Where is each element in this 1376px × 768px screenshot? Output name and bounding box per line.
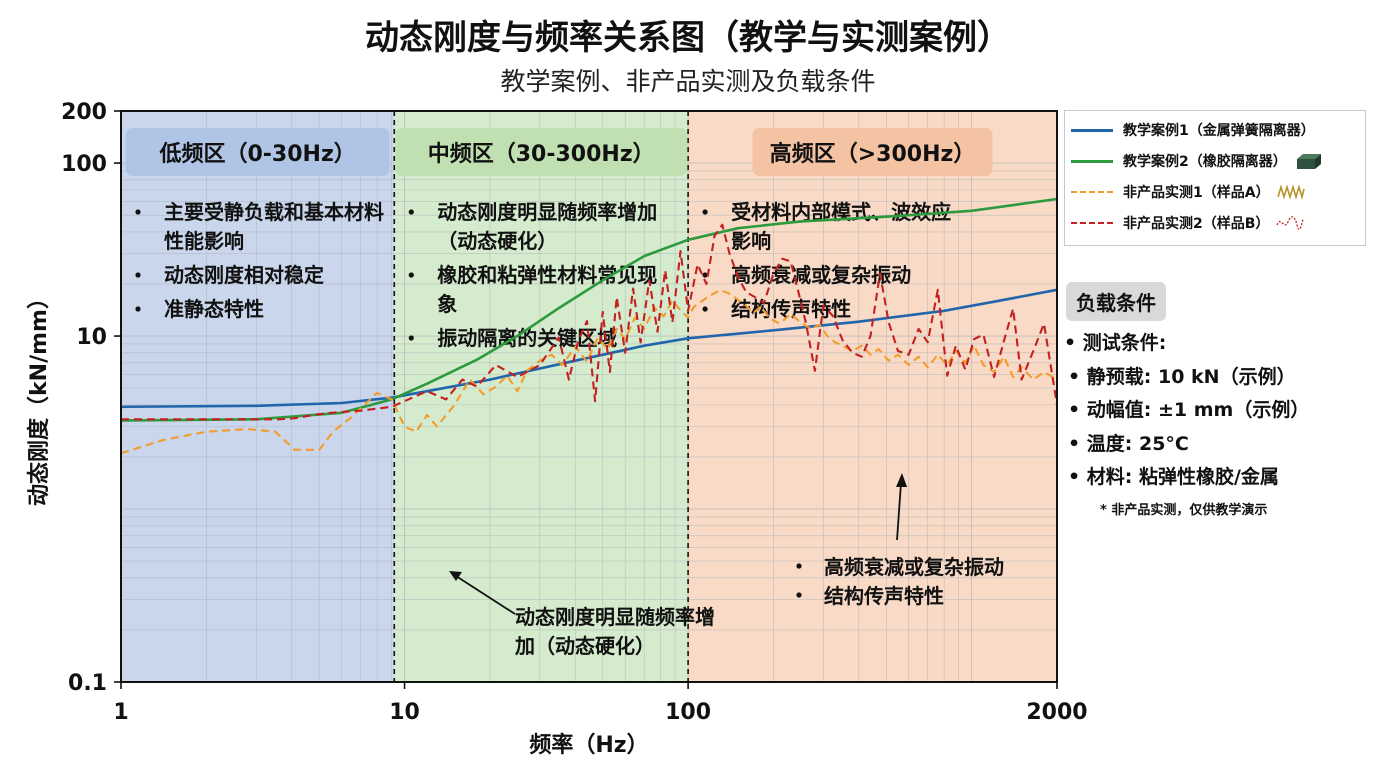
chart-subtitle: 教学案例、非产品实测及负载条件: [500, 67, 876, 96]
chart-title: 动态刚度与频率关系图（教学与实测案例）: [365, 18, 1011, 58]
bullet-dot: [135, 272, 141, 278]
region-header-label: 中频区（30-300Hz）: [428, 142, 655, 167]
region-bullet-text: 结构传声特性: [731, 297, 851, 321]
legend-entry: 教学案例1（金属弹簧隔离器）: [1071, 115, 1315, 145]
bullet-dot: •: [1068, 399, 1087, 421]
region-bullet-text: 高频衰减或复杂振动: [731, 263, 911, 287]
series-line-3: [120, 289, 1058, 455]
plot-frame: [120, 110, 1058, 683]
bullet-dot: [135, 306, 141, 312]
load-conditions-title: 负载条件: [1066, 282, 1166, 321]
bullet-dot: [796, 563, 802, 569]
series-line-4: [121, 223, 1059, 421]
region-bullet-text: 橡胶和粘弹性材料常见现: [437, 263, 657, 287]
bullet-dot: [408, 272, 414, 278]
region-band: [688, 111, 1057, 682]
bullet-dot: [135, 209, 141, 215]
region-header-box: [395, 128, 688, 176]
region-bullet-text: （动态硬化）: [437, 229, 557, 253]
y-tick-label: 100: [61, 152, 107, 177]
load-condition-text: 静预载: 10 kN（示例）: [1086, 365, 1296, 388]
spring-coil-icon: [1276, 184, 1305, 201]
load-condition-item: • 材料: 粘弹性橡胶/金属: [1064, 461, 1370, 495]
load-conditions-note: * 非产品实测，仅供教学演示: [1100, 502, 1268, 518]
legend-label: 非产品实测1（样品A）: [1123, 185, 1270, 201]
legend-entry: 非产品实测2（样品B）: [1071, 208, 1305, 238]
bullet-dot: •: [1068, 466, 1087, 488]
load-condition-text: 动幅值: ±1 mm（示例）: [1086, 399, 1310, 421]
bullet-dot: •: [1064, 332, 1083, 354]
legend-line-swatch: [1071, 191, 1113, 193]
annotation-arrowhead-high: [896, 473, 907, 487]
x-tick-label: 1: [113, 700, 128, 725]
region-band: [121, 111, 395, 682]
y-axis-label: 动态刚度（kN/mm）: [26, 287, 52, 506]
load-condition-text: 材料: 粘弹性橡胶/金属: [1086, 466, 1279, 488]
legend-entry: 教学案例2（橡胶隔离器）: [1071, 146, 1323, 176]
load-condition-text: 测试条件:: [1082, 332, 1167, 354]
bullet-dot: [408, 335, 414, 341]
region-bullet-text: 主要受静负载和基本材料: [164, 200, 384, 224]
region-header-box: [752, 128, 993, 176]
series-line-2: [120, 197, 1058, 422]
region-band: [394, 111, 689, 682]
region-bullet-text: 影响: [731, 229, 771, 253]
legend-entry: 非产品实测1（样品A）: [1071, 177, 1306, 207]
legend-label: 教学案例1（金属弹簧隔离器）: [1123, 123, 1315, 139]
region-bullet-text: 性能影响: [164, 229, 244, 253]
x-tick-label: 10: [389, 700, 420, 725]
region-header-box: [125, 128, 390, 176]
x-axis-label: 频率（Hz）: [529, 732, 648, 758]
rubber-isolator-icon: [1296, 154, 1321, 169]
annotation-text-high: 高频衰减或复杂振动: [824, 555, 1004, 579]
bullet-dot: [702, 209, 708, 215]
annotation-text-high: 结构传声特性: [824, 584, 944, 608]
region-header-label: 低频区（0-30Hz）: [158, 142, 355, 167]
load-condition-text: 温度: 25°C: [1086, 432, 1189, 455]
legend-label: 教学案例2（橡胶隔离器）: [1123, 154, 1287, 170]
bullet-dot: [796, 592, 802, 598]
annotation-arrowhead-mid: [449, 571, 462, 581]
wavy-line-icon: [1276, 216, 1305, 230]
bullet-dot: •: [1068, 432, 1087, 455]
y-tick-label: 200: [61, 100, 107, 125]
region-bullet-text: 动态刚度明显随频率增加: [437, 200, 657, 224]
legend-label: 非产品实测2（样品B）: [1123, 216, 1270, 232]
annotation-arrow-mid: [455, 575, 516, 615]
bullet-dot: •: [1068, 365, 1087, 388]
region-bullet-text: 象: [437, 292, 457, 316]
y-tick-label: 10: [76, 325, 107, 350]
load-conditions-list: • 测试条件: • 静预载: 10 kN（示例） • 动幅值: ±1 mm（示例） •…: [1064, 327, 1370, 495]
x-tick-label: 100: [665, 700, 711, 725]
y-tick-label: 0.1: [68, 671, 107, 696]
bullet-dot: [702, 306, 708, 312]
bullet-dot: [702, 272, 708, 278]
legend: 教学案例1（金属弹簧隔离器） 教学案例2（橡胶隔离器） 非产品实测1（样品A） 非产品…: [1064, 110, 1366, 246]
annotation-arrow-high: [896, 482, 902, 541]
bullet-dot: [408, 209, 414, 215]
load-condition-item: • 动幅值: ±1 mm（示例）: [1064, 394, 1370, 428]
region-header-label: 高频区（>300Hz）: [770, 141, 976, 167]
legend-line-swatch: [1071, 159, 1113, 163]
annotation-text-mid: 加（动态硬化）: [514, 634, 655, 658]
load-condition-item: • 静预载: 10 kN（示例）: [1064, 361, 1370, 395]
region-bullet-text: 准静态特性: [164, 297, 264, 321]
load-conditions-panel: 负载条件 • 测试条件: • 静预载: 10 kN（示例） • 动幅值: ±1 mm…: [1064, 282, 1370, 518]
x-tick-label: 2000: [1026, 700, 1087, 725]
load-condition-item: • 测试条件:: [1064, 327, 1370, 361]
legend-line-swatch: [1071, 222, 1113, 224]
annotation-text-mid: 动态刚度明显随频率增: [515, 605, 715, 629]
load-condition-item: • 温度: 25°C: [1064, 428, 1370, 462]
legend-line-swatch: [1071, 128, 1113, 132]
series-line-1: [120, 288, 1058, 409]
region-bullet-text: 动态刚度相对稳定: [164, 263, 324, 287]
